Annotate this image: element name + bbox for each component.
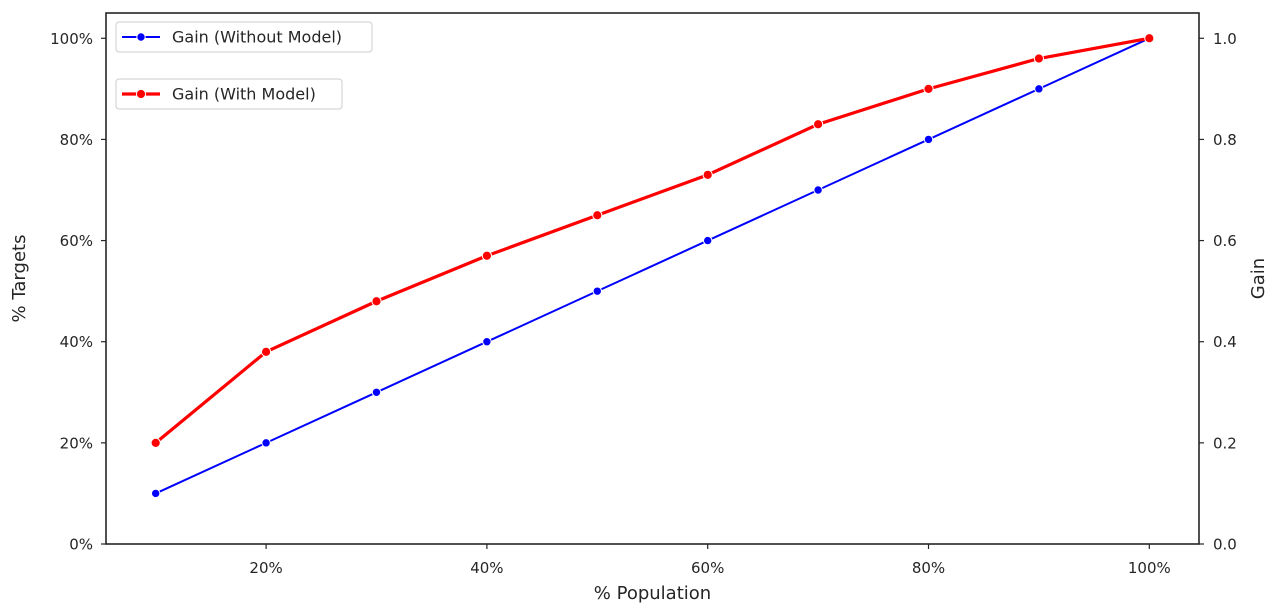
data-point	[592, 286, 602, 296]
y-right-tick-label: 1.0	[1213, 30, 1237, 48]
data-point	[813, 185, 823, 195]
x-tick-label: 40%	[470, 559, 503, 577]
data-point	[261, 438, 271, 448]
legend-label: Gain (Without Model)	[172, 28, 342, 47]
data-point	[150, 437, 161, 448]
data-point	[371, 387, 382, 397]
series-layer	[150, 33, 1155, 499]
legend: Gain (Without Model) Gain (With Model)	[115, 21, 373, 110]
data-point	[481, 250, 492, 261]
data-point	[813, 119, 824, 130]
x-tick-label: 20%	[249, 559, 282, 577]
x-tick-label: 60%	[691, 559, 724, 577]
series-without-model	[150, 33, 1155, 499]
y-tick-label: 0%	[69, 536, 93, 554]
y-right-tick-label: 0.8	[1213, 131, 1237, 149]
legend-entry: Gain (Without Model)	[115, 21, 373, 53]
legend-label: Gain (With Model)	[172, 85, 316, 104]
series-with-model	[150, 33, 1155, 448]
data-point	[482, 337, 492, 347]
x-tick-label: 100%	[1128, 559, 1171, 577]
y-right-tick-label: 0.4	[1213, 333, 1237, 351]
y-axis-title: % Targets	[9, 235, 30, 323]
data-point	[260, 346, 272, 357]
y-tick-label: 60%	[60, 232, 93, 250]
y-right-axis-title: Gain	[1248, 258, 1269, 299]
legend-marker	[135, 88, 147, 100]
data-point	[371, 296, 382, 307]
data-point	[1144, 33, 1155, 44]
series-line	[154, 37, 1151, 495]
legend-marker	[136, 32, 146, 42]
data-point	[702, 169, 713, 180]
y-right-tick-label: 0.0	[1213, 536, 1237, 554]
data-point	[1034, 84, 1044, 94]
legend-box	[115, 78, 343, 110]
data-point	[592, 210, 603, 221]
legend-entry: Gain (With Model)	[115, 78, 343, 110]
data-point	[703, 235, 713, 246]
x-axis-ticks: 20% 40% 60% 80% 100%	[249, 544, 1171, 577]
series-line	[154, 36, 1151, 445]
data-point	[923, 83, 934, 94]
y-tick-label: 20%	[60, 434, 93, 452]
plot-frame	[105, 12, 1200, 545]
legend-box	[115, 21, 373, 53]
y-tick-label: 100%	[50, 30, 93, 48]
y-right-axis-ticks: 0.0 0.2 0.4 0.6 0.8 1.0	[1199, 30, 1237, 554]
y-right-tick-label: 0.2	[1213, 434, 1237, 452]
y-tick-label: 40%	[60, 333, 93, 351]
data-point	[1033, 53, 1045, 64]
data-point	[150, 488, 161, 499]
x-axis-title: % Population	[594, 583, 711, 604]
y-tick-label: 80%	[60, 131, 93, 149]
x-tick-label: 80%	[912, 559, 945, 577]
data-point	[923, 134, 934, 145]
y-right-tick-label: 0.6	[1213, 232, 1237, 250]
y-axis-ticks: 0% 20% 40% 60% 80% 100%	[50, 30, 106, 554]
